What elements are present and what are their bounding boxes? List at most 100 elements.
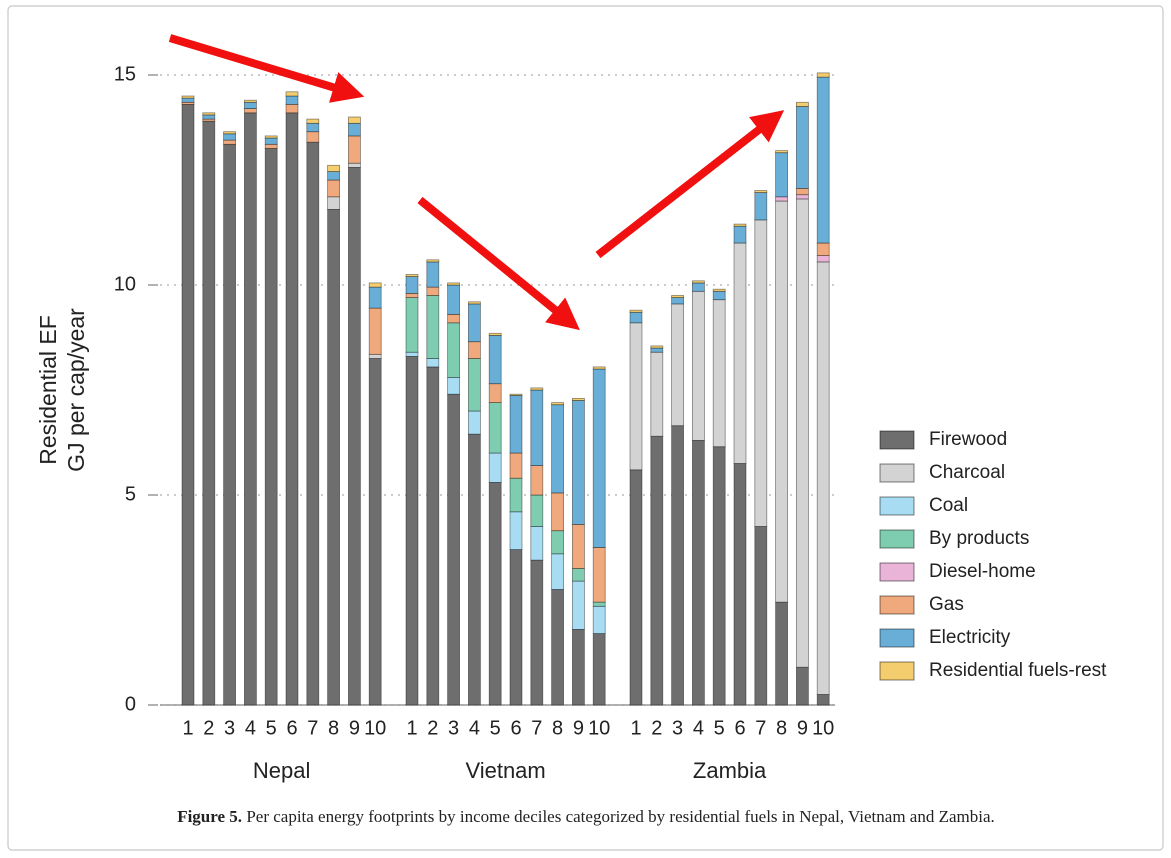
legend-swatch (879, 661, 915, 681)
bar-segment (405, 292, 419, 298)
bar-segment (629, 469, 643, 706)
bar-segment (488, 481, 502, 706)
legend-label: By products (929, 528, 1029, 549)
legend-swatch (879, 496, 915, 516)
bar-segment (467, 410, 481, 435)
bar-segment (733, 223, 747, 227)
legend-label: Firewood (929, 429, 1007, 450)
legend-swatch (879, 562, 915, 582)
x-tick-label: 1 (630, 717, 641, 739)
bar-segment (467, 433, 481, 706)
y-tick-label: 15 (114, 63, 136, 85)
caption: Figure 5. Per capita energy footprints b… (177, 807, 995, 826)
bar-segment (347, 135, 361, 164)
legend-label: Coal (929, 495, 968, 516)
bar-segment (285, 91, 299, 97)
x-tick-label: 5 (490, 717, 501, 739)
bar-segment (775, 196, 788, 202)
x-tick-label: 6 (286, 717, 297, 739)
bar-segment (509, 452, 523, 479)
bar-segment (447, 282, 461, 286)
bar-segment (264, 137, 278, 145)
y-tick-label: 0 (125, 693, 136, 715)
x-tick-label: 4 (469, 717, 480, 739)
bar-segment (488, 383, 502, 404)
bar-segment (572, 400, 585, 525)
bar-segment (530, 465, 544, 496)
bar-segment (181, 104, 195, 706)
bar-segment (426, 358, 440, 368)
x-tick-label: 10 (588, 717, 610, 739)
bar-segment (733, 242, 747, 464)
bar-segment (264, 143, 278, 149)
bar-segment (629, 322, 643, 471)
bar-segment (405, 276, 419, 294)
x-tick-label: 3 (672, 717, 683, 739)
x-tick-label: 7 (531, 717, 542, 739)
bar-segment (223, 143, 237, 706)
bar-segment (327, 164, 341, 173)
legend-label: Gas (929, 594, 964, 615)
bar-segment (816, 76, 830, 244)
bar-segment (754, 526, 768, 706)
bar-segment (572, 580, 585, 630)
bar-segment (405, 274, 419, 277)
x-tick-label: 10 (812, 717, 834, 739)
bar-segment (551, 404, 564, 494)
bar-segment (447, 376, 461, 395)
bar-segment (530, 494, 544, 527)
bar-segment (572, 397, 585, 401)
bar-segment (467, 341, 481, 359)
x-tick-label: 7 (755, 717, 766, 739)
x-tick-label: 9 (573, 717, 584, 739)
bar-segment (551, 402, 564, 406)
bar-segment (509, 477, 523, 513)
x-tick-label: 5 (266, 717, 277, 739)
bar-segment (306, 131, 320, 143)
bar-segment (775, 200, 788, 603)
bar-segment (530, 526, 544, 561)
bar-segment (754, 219, 768, 527)
x-tick-label: 3 (448, 717, 459, 739)
x-tick-label: 9 (349, 717, 360, 739)
bar-segment (530, 389, 544, 466)
x-tick-label: 8 (776, 717, 787, 739)
bar-segment (223, 133, 237, 141)
bar-segment (592, 633, 606, 706)
arrow (595, 110, 785, 259)
bar-segment (650, 347, 664, 353)
bar-segment (671, 303, 684, 427)
bar-segment (327, 179, 341, 198)
x-tick-label: 2 (203, 717, 214, 739)
x-tick-label: 4 (245, 717, 256, 739)
bar-segment (327, 171, 341, 181)
y-axis-label: Residential EF (35, 315, 61, 465)
bar-segment (181, 101, 195, 105)
bar-segment (447, 313, 461, 324)
bar-segment (592, 547, 606, 603)
frame (7, 5, 1164, 851)
bar-segment (202, 120, 216, 706)
bar-segment (488, 452, 502, 483)
bar-segment (692, 439, 705, 706)
bar-segment (223, 131, 237, 135)
bar-segment (816, 694, 830, 706)
bar-segment (629, 311, 643, 324)
bar-segment (488, 402, 502, 454)
bar-segment (692, 290, 705, 441)
legend-label: Charcoal (929, 462, 1005, 483)
group-label: Zambia (693, 758, 767, 783)
bar-segment (671, 425, 684, 706)
bar-segment (467, 358, 481, 412)
bar-segment (405, 355, 419, 706)
x-tick-label: 8 (328, 717, 339, 739)
bar-segment (285, 95, 299, 105)
bar-segment (650, 351, 664, 437)
caption-text: Per capita energy footprints by income d… (242, 807, 995, 826)
x-tick-label: 4 (693, 717, 704, 739)
x-tick-label: 3 (224, 717, 235, 739)
y-tick-label: 5 (125, 483, 136, 505)
x-tick-label: 6 (510, 717, 521, 739)
bar-segment (368, 307, 382, 355)
bar-segment (447, 284, 461, 315)
